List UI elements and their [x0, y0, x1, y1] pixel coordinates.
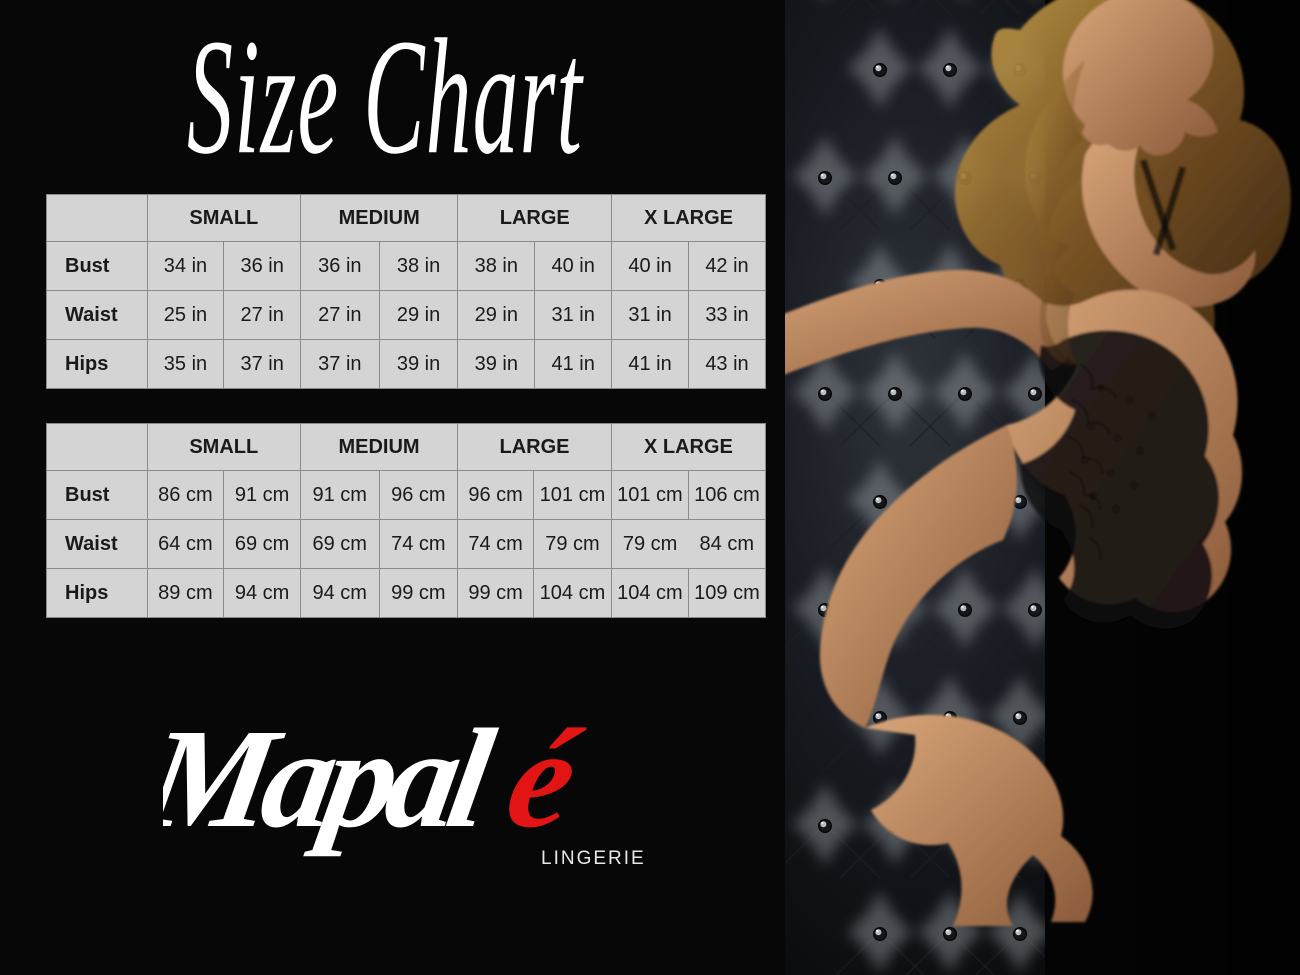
svg-text:LINGERIE: LINGERIE — [541, 848, 646, 869]
svg-text:é: é — [497, 699, 592, 857]
svg-text:Mapal: Mapal — [163, 699, 505, 857]
